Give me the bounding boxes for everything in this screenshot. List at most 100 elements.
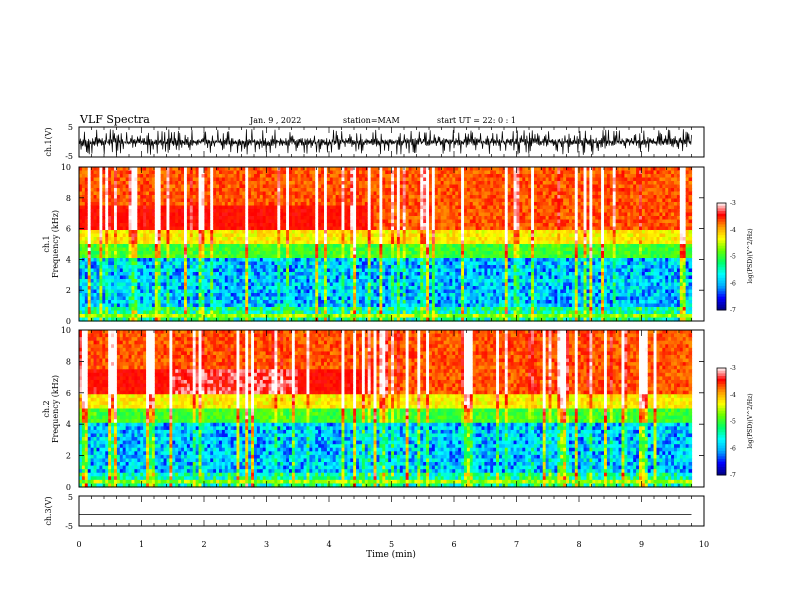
spectrogram-cell [154,303,159,308]
spectrogram-cell [122,300,127,305]
spectrogram-cell [251,212,255,217]
spectrogram-cell [236,244,241,249]
spectrogram-cell [303,195,308,200]
spectrogram-cell [230,195,235,200]
spectrogram-cell [291,317,296,322]
spectrogram-cell [283,317,287,322]
spectrogram-cell [111,282,115,287]
spectrogram-cell [102,230,106,235]
spectrogram-cell [184,296,188,301]
spectrogram-cell [102,209,106,214]
spectrogram-cell [122,170,127,175]
spectrogram-cell [259,188,264,193]
spectrogram-cell [306,258,311,263]
spectrogram-cell [248,177,252,182]
spectrogram-cell [160,300,165,305]
spectrogram-cell [294,226,299,231]
spectrogram-cell [186,293,191,298]
spectrogram-cell [271,209,276,214]
spectrogram-cell [239,314,243,319]
spectrogram-cell [134,170,138,175]
spectrogram-cell [259,237,264,242]
spectrogram-cell [268,258,273,263]
spectrogram-cell [143,275,147,280]
spectrogram-cell [137,233,141,238]
spectrogram-cell [140,223,144,228]
spectrogram-cell [286,303,290,308]
spectrogram-cell [122,286,127,291]
spectrogram-cell [181,226,185,231]
spectrogram-cell [99,265,103,270]
spectrogram-cell [245,181,249,186]
spectrogram-cell [143,310,147,315]
spectrogram-cell [262,170,267,175]
spectrogram-cell [111,237,115,242]
spectrogram-cell [143,219,147,224]
spectrogram-cell [198,251,203,256]
spectrogram-cell [146,268,150,273]
spectrogram-cell [230,233,235,238]
spectrogram-cell [224,296,229,301]
spectrogram-cell [294,240,299,245]
spectrogram-cell [324,258,328,263]
spectrogram-cell [169,286,173,291]
spectrogram-cell [309,191,313,196]
spectrogram-cell [326,240,331,245]
spectrogram-cell [309,174,313,179]
spectrogram-cell [146,307,150,312]
spectrogram-cell [111,209,115,214]
spectrogram-cell [128,219,133,224]
spectrogram-cell [262,286,267,291]
spectrogram-cell [207,244,211,249]
spectrogram-cell [198,244,203,249]
spectrogram-cell [329,303,334,308]
spectrogram-cell [184,188,188,193]
spectrogram-cell [116,174,121,179]
spectrogram-cell [192,310,197,315]
spectrogram-cell [326,184,331,189]
spectrogram-cell [172,307,176,312]
spectrogram-cell [306,167,311,172]
spectrogram-cell [122,219,127,224]
spectrogram-cell [207,191,211,196]
spectrogram-cell [335,317,340,322]
spectrogram-cell [294,247,299,252]
spectrogram-cell [125,317,130,322]
spectrogram-cell [239,212,243,217]
spectrogram-cell [198,286,203,291]
spectrogram-cell [102,170,106,175]
spectrogram-cell [262,244,267,249]
spectrogram-cell [294,170,299,175]
spectrogram-cell [154,240,159,245]
spectrogram-cell [332,286,337,291]
spectrogram-cell [186,219,191,224]
spectrogram-cell [245,184,249,189]
spectrogram-cell [137,212,141,217]
spectrogram-cell [105,167,109,172]
spectrogram-cell [213,317,217,322]
spectrogram-cell [116,177,121,182]
spectrogram-cell [201,209,206,214]
spectrogram-cell [309,202,313,207]
spectrogram-cell [166,314,171,319]
spectrogram-cell [268,188,273,193]
spectrogram-cell [335,272,340,277]
spectrogram-cell [178,317,182,322]
spectrogram-cell [309,310,313,315]
spectrogram-cell [125,181,130,186]
spectrogram-cell [175,181,179,186]
spectrogram-cell [256,265,261,270]
spectrogram-cell [166,174,171,179]
spectrogram-cell [90,258,95,263]
spectrogram-cell [303,296,308,301]
spectrogram-cell [318,226,322,231]
spectrogram-cell [280,233,284,238]
spectrogram-cell [186,279,191,284]
spectrogram-cell [291,244,296,249]
spectrogram-cell [149,195,153,200]
spectrogram-cell [289,254,293,259]
spectrogram-cell [172,310,176,315]
spectrogram-cell [300,174,305,179]
spectrogram-cell [213,191,217,196]
spectrogram-cell [102,177,106,182]
